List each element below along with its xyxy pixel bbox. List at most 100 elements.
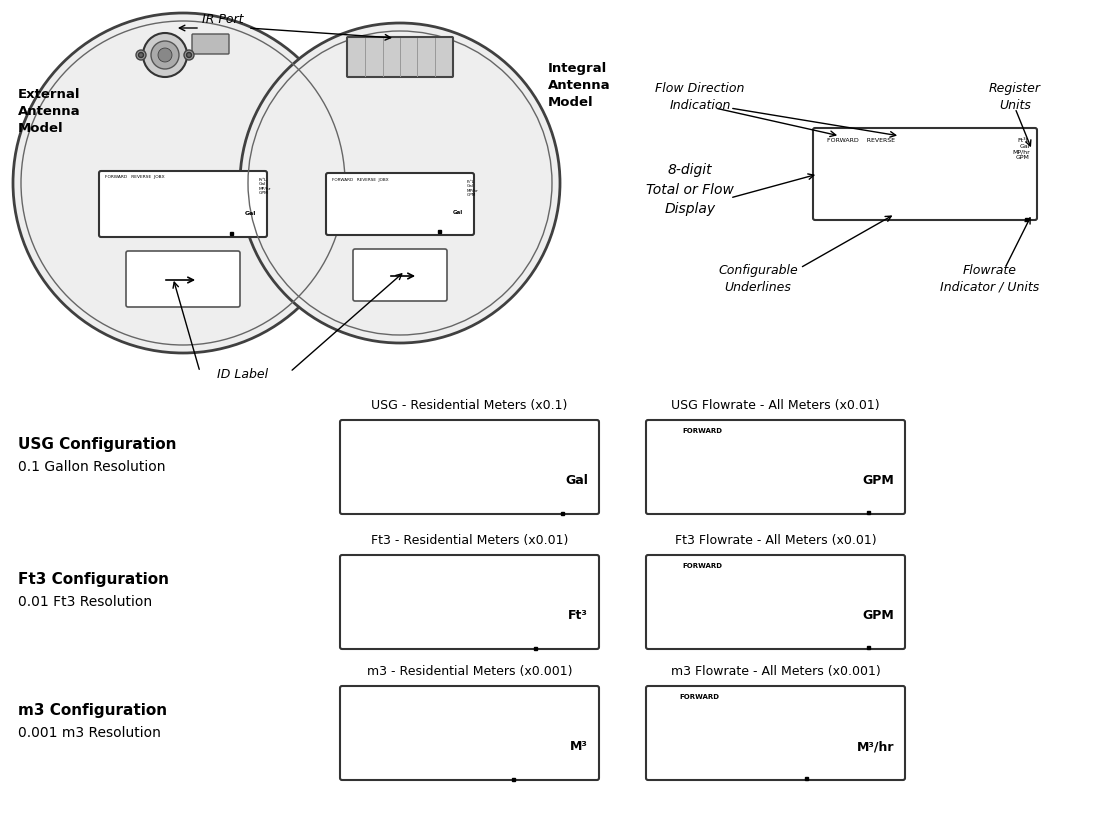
- Polygon shape: [794, 457, 813, 461]
- Circle shape: [151, 41, 179, 69]
- Polygon shape: [846, 461, 849, 478]
- Polygon shape: [726, 727, 729, 743]
- Polygon shape: [204, 208, 215, 209]
- Polygon shape: [659, 593, 678, 596]
- Polygon shape: [436, 742, 456, 768]
- Polygon shape: [204, 210, 215, 227]
- Polygon shape: [504, 565, 508, 584]
- Polygon shape: [846, 575, 849, 593]
- Polygon shape: [375, 182, 377, 195]
- Polygon shape: [846, 596, 849, 612]
- Polygon shape: [491, 694, 511, 698]
- Polygon shape: [197, 195, 199, 208]
- Polygon shape: [686, 615, 705, 638]
- Polygon shape: [460, 471, 479, 475]
- Polygon shape: [794, 476, 813, 479]
- Polygon shape: [126, 210, 137, 227]
- Polygon shape: [519, 716, 538, 719]
- Polygon shape: [519, 737, 538, 741]
- Polygon shape: [740, 610, 759, 614]
- Polygon shape: [450, 453, 454, 473]
- Text: USG Configuration: USG Configuration: [18, 437, 176, 452]
- Polygon shape: [739, 575, 742, 593]
- Polygon shape: [739, 596, 742, 612]
- Polygon shape: [433, 430, 436, 449]
- Polygon shape: [836, 707, 838, 724]
- Polygon shape: [141, 180, 142, 193]
- Polygon shape: [405, 588, 408, 607]
- Polygon shape: [702, 596, 706, 612]
- Polygon shape: [345, 195, 347, 208]
- Polygon shape: [734, 724, 753, 727]
- Polygon shape: [711, 596, 715, 612]
- Polygon shape: [436, 737, 456, 741]
- Polygon shape: [514, 471, 533, 475]
- Polygon shape: [1006, 183, 1024, 208]
- Polygon shape: [459, 430, 462, 449]
- Polygon shape: [434, 428, 453, 431]
- Polygon shape: [541, 611, 560, 637]
- Polygon shape: [709, 742, 728, 745]
- Polygon shape: [730, 575, 733, 593]
- Polygon shape: [460, 611, 480, 637]
- Polygon shape: [110, 193, 121, 195]
- Polygon shape: [229, 195, 230, 208]
- Polygon shape: [486, 565, 489, 584]
- Bar: [1025, 218, 1028, 221]
- Polygon shape: [434, 611, 453, 637]
- Polygon shape: [459, 588, 462, 607]
- Polygon shape: [686, 574, 705, 577]
- Polygon shape: [406, 477, 426, 502]
- Polygon shape: [564, 696, 567, 716]
- Polygon shape: [487, 477, 506, 502]
- Polygon shape: [927, 160, 930, 179]
- Polygon shape: [504, 588, 508, 607]
- Text: Ft³: Ft³: [568, 609, 588, 622]
- Polygon shape: [739, 461, 742, 478]
- Polygon shape: [730, 596, 733, 612]
- Polygon shape: [380, 611, 399, 637]
- Polygon shape: [406, 606, 426, 610]
- Polygon shape: [792, 596, 795, 612]
- Text: FORWARD: FORWARD: [683, 428, 722, 434]
- Polygon shape: [389, 182, 390, 195]
- Polygon shape: [396, 565, 400, 584]
- Polygon shape: [851, 183, 870, 208]
- Polygon shape: [546, 742, 566, 768]
- Polygon shape: [793, 615, 813, 638]
- Circle shape: [139, 52, 143, 58]
- Polygon shape: [351, 430, 355, 449]
- Polygon shape: [658, 742, 677, 745]
- Polygon shape: [709, 705, 728, 708]
- Polygon shape: [380, 563, 399, 567]
- Polygon shape: [531, 453, 534, 473]
- Polygon shape: [847, 457, 866, 461]
- Polygon shape: [979, 160, 982, 179]
- Polygon shape: [1023, 138, 1025, 157]
- Polygon shape: [541, 428, 560, 431]
- Polygon shape: [683, 707, 686, 724]
- Polygon shape: [766, 615, 786, 638]
- Polygon shape: [953, 138, 957, 157]
- Polygon shape: [712, 481, 732, 503]
- Polygon shape: [371, 195, 373, 208]
- Polygon shape: [955, 136, 972, 139]
- Polygon shape: [188, 179, 198, 181]
- Polygon shape: [826, 157, 844, 160]
- Polygon shape: [955, 157, 972, 160]
- Polygon shape: [375, 195, 377, 208]
- Polygon shape: [397, 182, 399, 195]
- Polygon shape: [353, 737, 372, 741]
- Polygon shape: [847, 610, 866, 614]
- Polygon shape: [197, 180, 199, 193]
- Polygon shape: [684, 746, 702, 769]
- Polygon shape: [657, 707, 661, 724]
- Polygon shape: [876, 138, 880, 157]
- Polygon shape: [740, 481, 759, 503]
- Polygon shape: [504, 453, 508, 473]
- Polygon shape: [424, 588, 427, 607]
- Polygon shape: [434, 477, 453, 502]
- Polygon shape: [1005, 160, 1007, 179]
- Text: 0.1 Gallon Resolution: 0.1 Gallon Resolution: [18, 460, 165, 474]
- Polygon shape: [558, 453, 562, 473]
